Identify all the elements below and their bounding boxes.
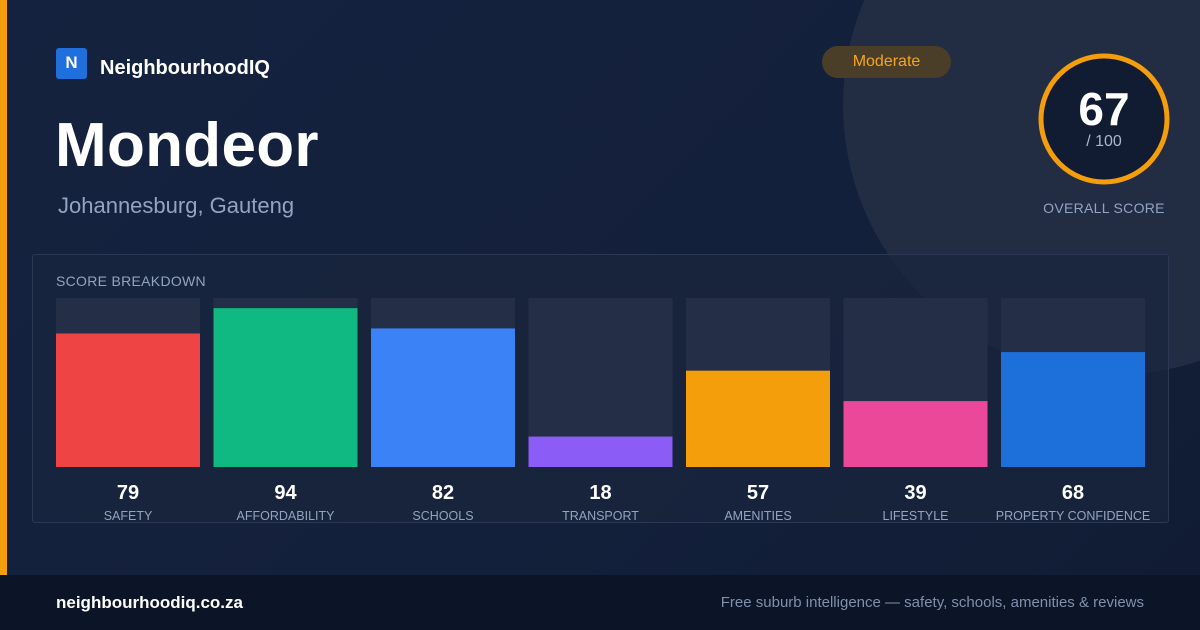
- overall-score-max: / 100: [1086, 133, 1122, 150]
- bar-category-label: AMENITIES: [724, 509, 791, 523]
- bar-amenities: [686, 370, 830, 467]
- bar-value-label: 94: [274, 482, 297, 504]
- footer: neighbourhoodiq.co.za Free suburb intell…: [0, 575, 1200, 630]
- suburb-title: Mondeor: [55, 111, 319, 180]
- bar-safety: [56, 333, 200, 467]
- accent-stripe: [0, 0, 7, 575]
- brand[interactable]: N NeighbourhoodIQ: [56, 46, 270, 80]
- score-bar-chart: 79 SAFETY 94 AFFORDABILITY 82 SCHOOLS 18 TRANSP…: [56, 298, 1150, 523]
- bar-value-label: 79: [117, 482, 139, 504]
- score-ring-progress: [1038, 53, 1170, 185]
- footer-url-link[interactable]: neighbourhoodiq.co.za: [56, 593, 243, 612]
- bar-value-label: 68: [1062, 482, 1084, 504]
- bar-lifestyle: [843, 401, 988, 467]
- bar-value-label: 18: [589, 482, 611, 504]
- bar-transport: [528, 436, 673, 467]
- brand-name: NeighbourhoodIQ: [100, 57, 270, 79]
- overall-score-value: 67: [1078, 83, 1130, 135]
- suburb-location: Johannesburg, Gauteng: [58, 193, 295, 218]
- bar-affordability: [213, 308, 358, 467]
- bar-category-label: LIFESTYLE: [883, 509, 949, 523]
- score-breakdown-panel: SCORE BREAKDOWN 79 SAFETY 94 AFFORDABILITY 8…: [32, 254, 1169, 523]
- overall-score-ring: [1038, 53, 1170, 185]
- bar-property-confidence: [1001, 352, 1145, 467]
- score-ring-track: [1039, 54, 1169, 184]
- bar-value-label: 82: [432, 482, 454, 504]
- bar-category-label: PROPERTY CONFIDENCE: [996, 509, 1150, 523]
- footer-tagline: Free suburb intelligence — safety, schoo…: [720, 594, 1144, 611]
- rating-badge: Moderate: [822, 46, 951, 78]
- breakdown-title: SCORE BREAKDOWN: [56, 273, 206, 289]
- overall-score-label: OVERALL SCORE: [1043, 200, 1165, 216]
- bar-schools: [371, 328, 515, 467]
- bar-category-label: SAFETY: [104, 509, 153, 523]
- bar-category-label: AFFORDABILITY: [237, 509, 336, 523]
- bar-category-label: TRANSPORT: [562, 509, 639, 523]
- bar-category-label: SCHOOLS: [412, 509, 473, 523]
- brand-logo-icon: N: [56, 47, 87, 79]
- bar-value-label: 39: [904, 482, 926, 504]
- bar-value-label: 57: [747, 482, 769, 504]
